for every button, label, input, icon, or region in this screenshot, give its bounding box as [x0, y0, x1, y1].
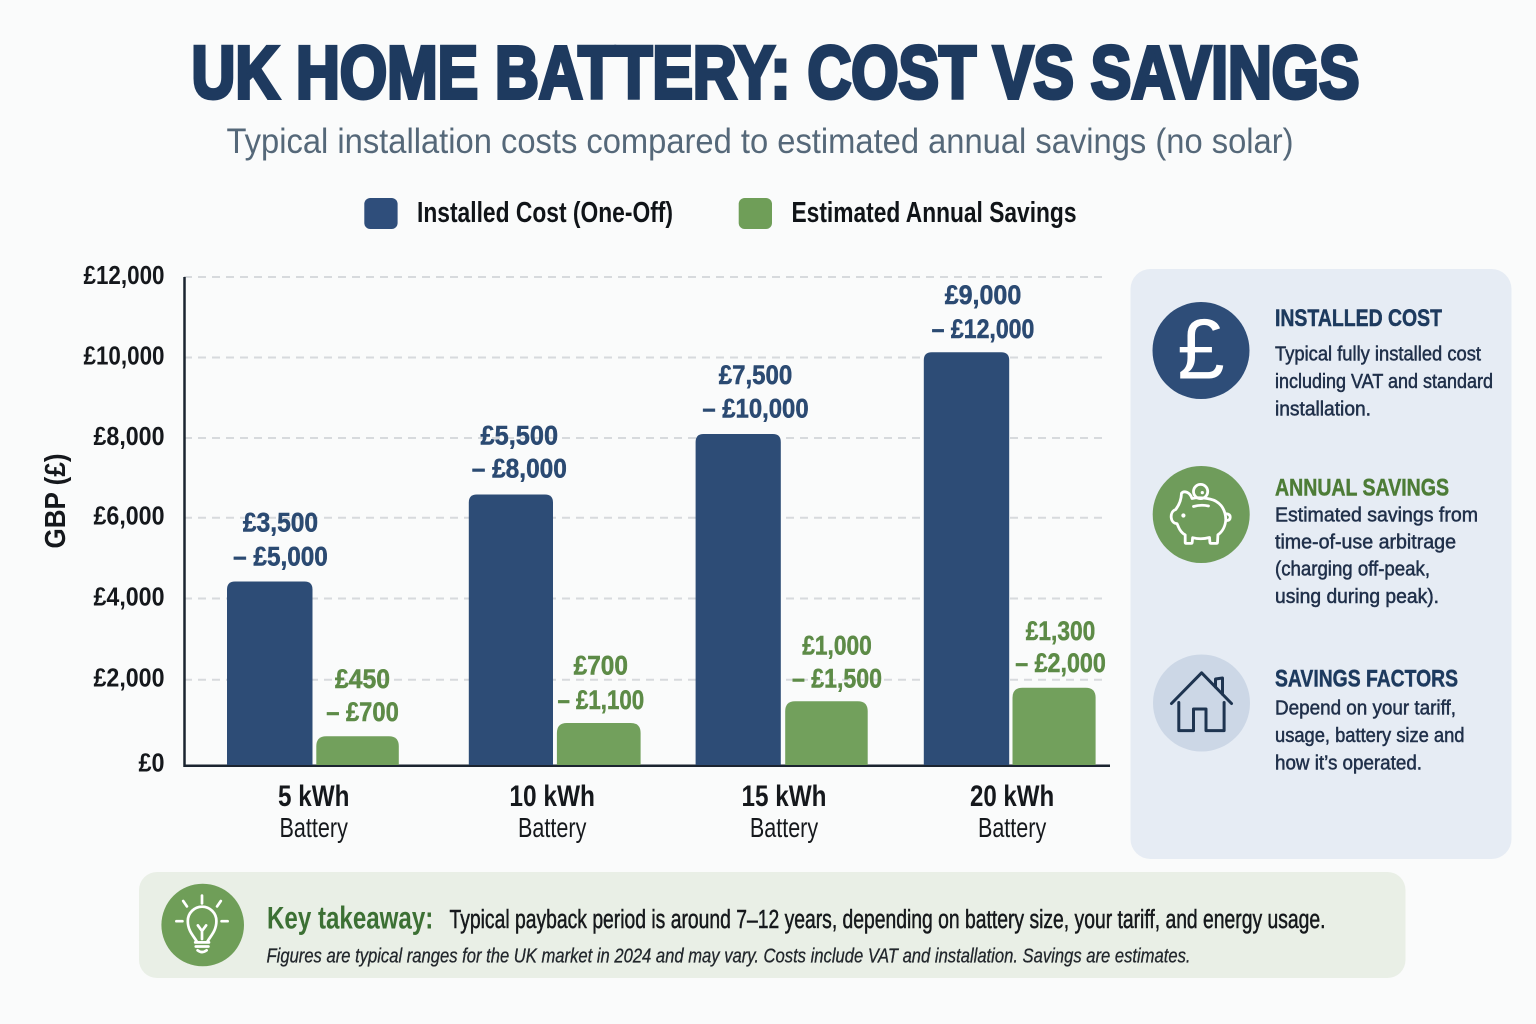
svg-text:– £8,000: – £8,000	[472, 454, 567, 484]
svg-text:GBP (£): GBP (£)	[40, 454, 72, 549]
svg-text:time-of-use arbitrage: time-of-use arbitrage	[1275, 532, 1456, 554]
svg-text:UK HOME BATTERY: COST VS SAVIN: UK HOME BATTERY: COST VS SAVINGS	[192, 31, 1360, 114]
svg-text:15 kWh: 15 kWh	[742, 780, 827, 813]
svg-text:– £1,500: – £1,500	[792, 664, 882, 694]
svg-text:– £10,000: – £10,000	[702, 394, 808, 424]
svg-text:5 kWh: 5 kWh	[278, 780, 349, 813]
svg-text:including VAT and standard: including VAT and standard	[1275, 371, 1493, 393]
svg-text:Battery: Battery	[518, 812, 586, 843]
svg-text:Estimated savings from: Estimated savings from	[1275, 505, 1478, 527]
svg-text:– £12,000: – £12,000	[932, 314, 1035, 344]
svg-text:20 kWh: 20 kWh	[970, 780, 1054, 813]
svg-text:INSTALLED COST: INSTALLED COST	[1275, 305, 1442, 332]
svg-text:Typical payback period is arou: Typical payback period is around 7–12 ye…	[450, 906, 1326, 934]
svg-text:(charging off-peak,: (charging off-peak,	[1275, 559, 1430, 581]
svg-text:installation.: installation.	[1275, 399, 1371, 421]
svg-text:– £2,000: – £2,000	[1015, 648, 1106, 678]
svg-text:£7,500: £7,500	[719, 360, 793, 390]
svg-text:£2,000: £2,000	[94, 665, 165, 693]
svg-text:ANNUAL SAVINGS: ANNUAL SAVINGS	[1275, 475, 1449, 502]
svg-text:Key takeaway:: Key takeaway:	[267, 899, 433, 935]
svg-text:Estimated Annual Savings: Estimated Annual Savings	[792, 197, 1077, 229]
svg-text:Battery: Battery	[750, 812, 818, 843]
svg-text:Typical installation costs com: Typical installation costs compared to e…	[227, 121, 1294, 161]
svg-text:Figures are typical ranges for: Figures are typical ranges for the UK ma…	[267, 946, 1191, 968]
svg-text:10 kWh: 10 kWh	[509, 780, 595, 813]
svg-text:£1,300: £1,300	[1026, 616, 1096, 646]
svg-text:£10,000: £10,000	[84, 342, 165, 370]
svg-text:Installed Cost (One-Off): Installed Cost (One-Off)	[417, 197, 673, 229]
svg-text:£9,000: £9,000	[945, 280, 1022, 310]
svg-text:Battery: Battery	[978, 812, 1046, 843]
svg-text:Depend on your tariff,: Depend on your tariff,	[1275, 698, 1456, 720]
svg-text:Battery: Battery	[280, 812, 348, 843]
svg-text:– £700: – £700	[326, 697, 399, 727]
svg-text:– £1,100: – £1,100	[557, 685, 644, 715]
svg-text:£12,000: £12,000	[84, 262, 165, 290]
svg-text:£4,000: £4,000	[94, 583, 165, 611]
svg-text:SAVINGS FACTORS: SAVINGS FACTORS	[1275, 666, 1458, 693]
svg-text:£5,500: £5,500	[481, 421, 559, 451]
svg-text:using during peak).: using during peak).	[1275, 586, 1439, 608]
svg-text:usage, battery size and: usage, battery size and	[1275, 725, 1465, 747]
svg-text:£450: £450	[335, 664, 390, 694]
svg-text:how it’s operated.: how it’s operated.	[1275, 753, 1422, 775]
svg-text:£700: £700	[574, 651, 628, 681]
svg-text:£0: £0	[139, 750, 165, 778]
svg-text:£8,000: £8,000	[94, 423, 165, 451]
svg-text:£: £	[1177, 303, 1224, 398]
svg-text:£6,000: £6,000	[94, 503, 165, 531]
svg-text:£3,500: £3,500	[243, 508, 318, 538]
svg-text:Typical fully installed cost: Typical fully installed cost	[1275, 344, 1481, 366]
svg-text:– £5,000: – £5,000	[233, 542, 328, 572]
svg-text:£1,000: £1,000	[802, 631, 872, 661]
